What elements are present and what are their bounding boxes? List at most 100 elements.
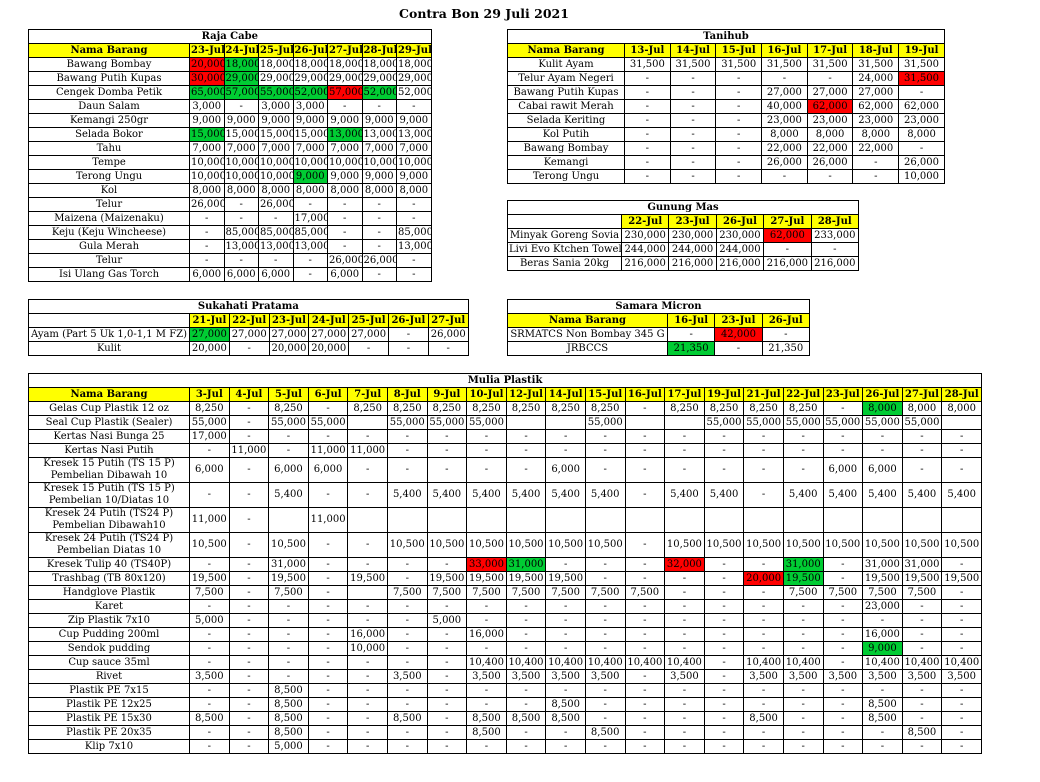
table-title: Gunung Mas (507, 200, 859, 215)
price-cell: - (584, 641, 626, 656)
price-cell: - (715, 127, 763, 142)
price-cell: 62,000 (806, 99, 854, 114)
price-cell: 5,400 (466, 482, 507, 508)
price-cell: - (228, 627, 270, 642)
price-cell: 10,000 (292, 155, 328, 170)
price-cell: - (223, 211, 259, 226)
price-cell: 7,500 (505, 585, 547, 600)
price-cell: - (307, 627, 349, 642)
item-name: Gula Merah (28, 239, 190, 254)
price-cell: 6,000 (258, 267, 294, 282)
price-cell: 55,000 (901, 415, 943, 430)
price-cell: - (386, 599, 428, 614)
price-cell: - (386, 641, 428, 656)
price-cell: - (545, 557, 586, 572)
price-cell: - (228, 557, 270, 572)
column-header-date: 27-Jul (327, 43, 363, 58)
price-cell: 3,500 (664, 669, 705, 684)
price-cell: 27,000 (268, 327, 310, 342)
price-cell: - (307, 711, 349, 726)
price-cell (347, 415, 388, 430)
price-cell: - (761, 327, 810, 342)
price-cell: 27,000 (228, 327, 270, 342)
table-row: Zip Plastik 7x10 5,000- - - - -5,000- - - - - - - - -… (28, 613, 983, 628)
column-header-date: 25-Jul (348, 313, 389, 328)
price-cell: - (624, 482, 666, 508)
item-name: Telur (28, 197, 190, 212)
item-name: JRBCCS (507, 341, 668, 356)
price-cell: - (822, 429, 864, 444)
price-cell: 29,000 (327, 71, 363, 86)
price-cell: 55,000 (426, 415, 468, 430)
price-cell: - (386, 697, 428, 712)
price-cell: 8,000 (852, 127, 900, 142)
price-cell (545, 415, 586, 430)
column-header-date: 27-Jul (901, 387, 943, 402)
price-cell: 10,000 (396, 155, 432, 170)
price-cell: 10,400 (505, 655, 547, 670)
price-cell: 15,000 (292, 127, 328, 142)
price-cell: - (624, 141, 671, 156)
price-cell: - (258, 253, 294, 268)
price-cell: - (624, 113, 671, 128)
item-name: Plastik PE 15x30 (28, 711, 190, 726)
price-cell: 11,000 (228, 443, 270, 458)
price-cell: - (386, 683, 428, 698)
price-cell: - (386, 627, 428, 642)
price-cell: - (584, 557, 626, 572)
price-cell: 13,000 (327, 127, 363, 142)
column-header-date: 16-Jul (666, 313, 716, 328)
price-cell: - (761, 169, 808, 184)
price-cell: - (268, 429, 309, 444)
price-cell: 21,350 (761, 341, 810, 356)
table-title: Sukahati Pratama (28, 299, 469, 314)
item-name: Trashbag (TB 80x120) (28, 571, 190, 586)
price-cell (941, 415, 983, 430)
price-cell: 230,000 (668, 228, 717, 243)
price-cell: - (466, 457, 507, 483)
price-cell: 8,500 (743, 711, 784, 726)
price-cell: 5,000 (426, 613, 468, 628)
price-cell: 3,500 (189, 669, 230, 684)
price-cell: 8,250 (743, 401, 784, 416)
price-cell: - (584, 697, 626, 712)
price-cell: 27,000 (806, 85, 854, 100)
price-cell: 7,500 (268, 585, 309, 600)
price-cell: - (941, 443, 983, 458)
price-cell: 7,000 (361, 141, 397, 156)
price-cell: - (743, 557, 784, 572)
price-cell: 13,000 (396, 127, 432, 142)
column-header-date: 17-Jul (664, 387, 705, 402)
column-header-date: 14-Jul (545, 387, 586, 402)
price-cell: 8,000 (292, 183, 328, 198)
price-cell: - (545, 613, 586, 628)
price-cell: - (426, 641, 468, 656)
price-cell: 10,000 (898, 169, 945, 184)
column-header-item (28, 313, 190, 328)
price-cell: 9,000 (258, 113, 294, 128)
price-cell: - (361, 225, 397, 240)
item-name: Kertas Nasi Putih (28, 443, 190, 458)
header-row: 21-Jul 22-Jul 23-Jul 24-Jul 25-Jul 26-Jul 27-J… (28, 313, 469, 328)
price-cell: - (228, 711, 270, 726)
price-cell: - (396, 197, 432, 212)
price-cell: - (782, 641, 824, 656)
column-header-date: 24-Jul (223, 43, 259, 58)
price-cell: - (292, 267, 328, 282)
price-cell: - (223, 99, 259, 114)
price-cell: 7,500 (189, 585, 230, 600)
price-cell: - (307, 557, 349, 572)
price-cell: - (941, 557, 983, 572)
price-cell: - (782, 443, 824, 458)
price-cell: 8,500 (466, 711, 507, 726)
price-cell: - (228, 341, 270, 356)
price-cell: - (901, 739, 943, 754)
price-cell: - (743, 482, 784, 508)
column-header-date: 16-Jul (624, 387, 666, 402)
price-cell: - (426, 739, 468, 754)
table-row: Plastik PE 7x15- -8,500- - - - - - - - - - - - - - - - - (28, 683, 983, 698)
price-cell: 5,400 (505, 482, 547, 508)
table-gunung-mas: Gunung Mas 22-Jul 23-Jul 26-Jul 27-Jul 28-Jul… (507, 200, 859, 271)
price-cell: 31,000 (862, 557, 903, 572)
price-cell: 55,000 (782, 415, 824, 430)
